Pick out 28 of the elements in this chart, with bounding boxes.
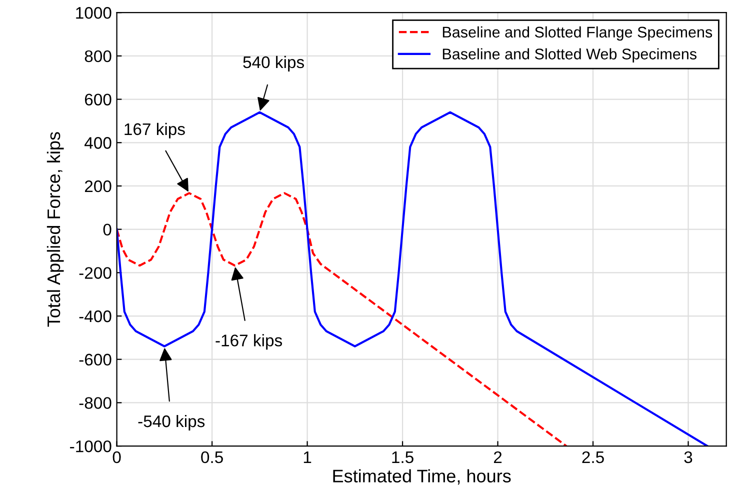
x-tick-label: 1 <box>304 452 312 463</box>
line-series <box>116 192 568 446</box>
annotation: 540 kips <box>243 56 304 72</box>
x-tick-label: 3 <box>684 451 692 464</box>
y-tick-label: 0 <box>103 224 112 236</box>
x-tick-label: 0 <box>112 451 121 464</box>
x-tick-label: 0.5 <box>201 451 223 464</box>
y-tick-label: -200 <box>79 267 112 279</box>
x-tick-label: 1.5 <box>392 452 414 464</box>
legend-label: Baseline and Slotted Web Specimens <box>442 48 696 62</box>
y-tick-label: 200 <box>84 180 112 192</box>
annotation: 167 kips <box>124 122 185 138</box>
y-tick-label: -800 <box>79 397 112 409</box>
y-axis-title: Total Applied Force, kips <box>46 132 64 327</box>
y-tick-label: -400 <box>79 310 112 322</box>
y-tick-label: -1000 <box>70 440 112 452</box>
x-tick-label: 2.5 <box>582 451 604 464</box>
y-tick-label: 800 <box>84 50 112 62</box>
y-tick-label: -600 <box>79 354 112 366</box>
x-tick-label: 2 <box>494 451 502 463</box>
legend-label: Baseline and Slotted Flange Specimens <box>442 26 712 41</box>
x-axis-title: Estimated Time, hours <box>333 469 511 485</box>
line-series <box>116 111 708 446</box>
y-tick-label: 1000 <box>76 7 112 19</box>
y-tick-label: 400 <box>84 137 112 149</box>
annotation: -167 kips <box>216 334 282 350</box>
annotation: -540 kips <box>138 414 205 431</box>
y-tick-label: 600 <box>84 94 112 106</box>
